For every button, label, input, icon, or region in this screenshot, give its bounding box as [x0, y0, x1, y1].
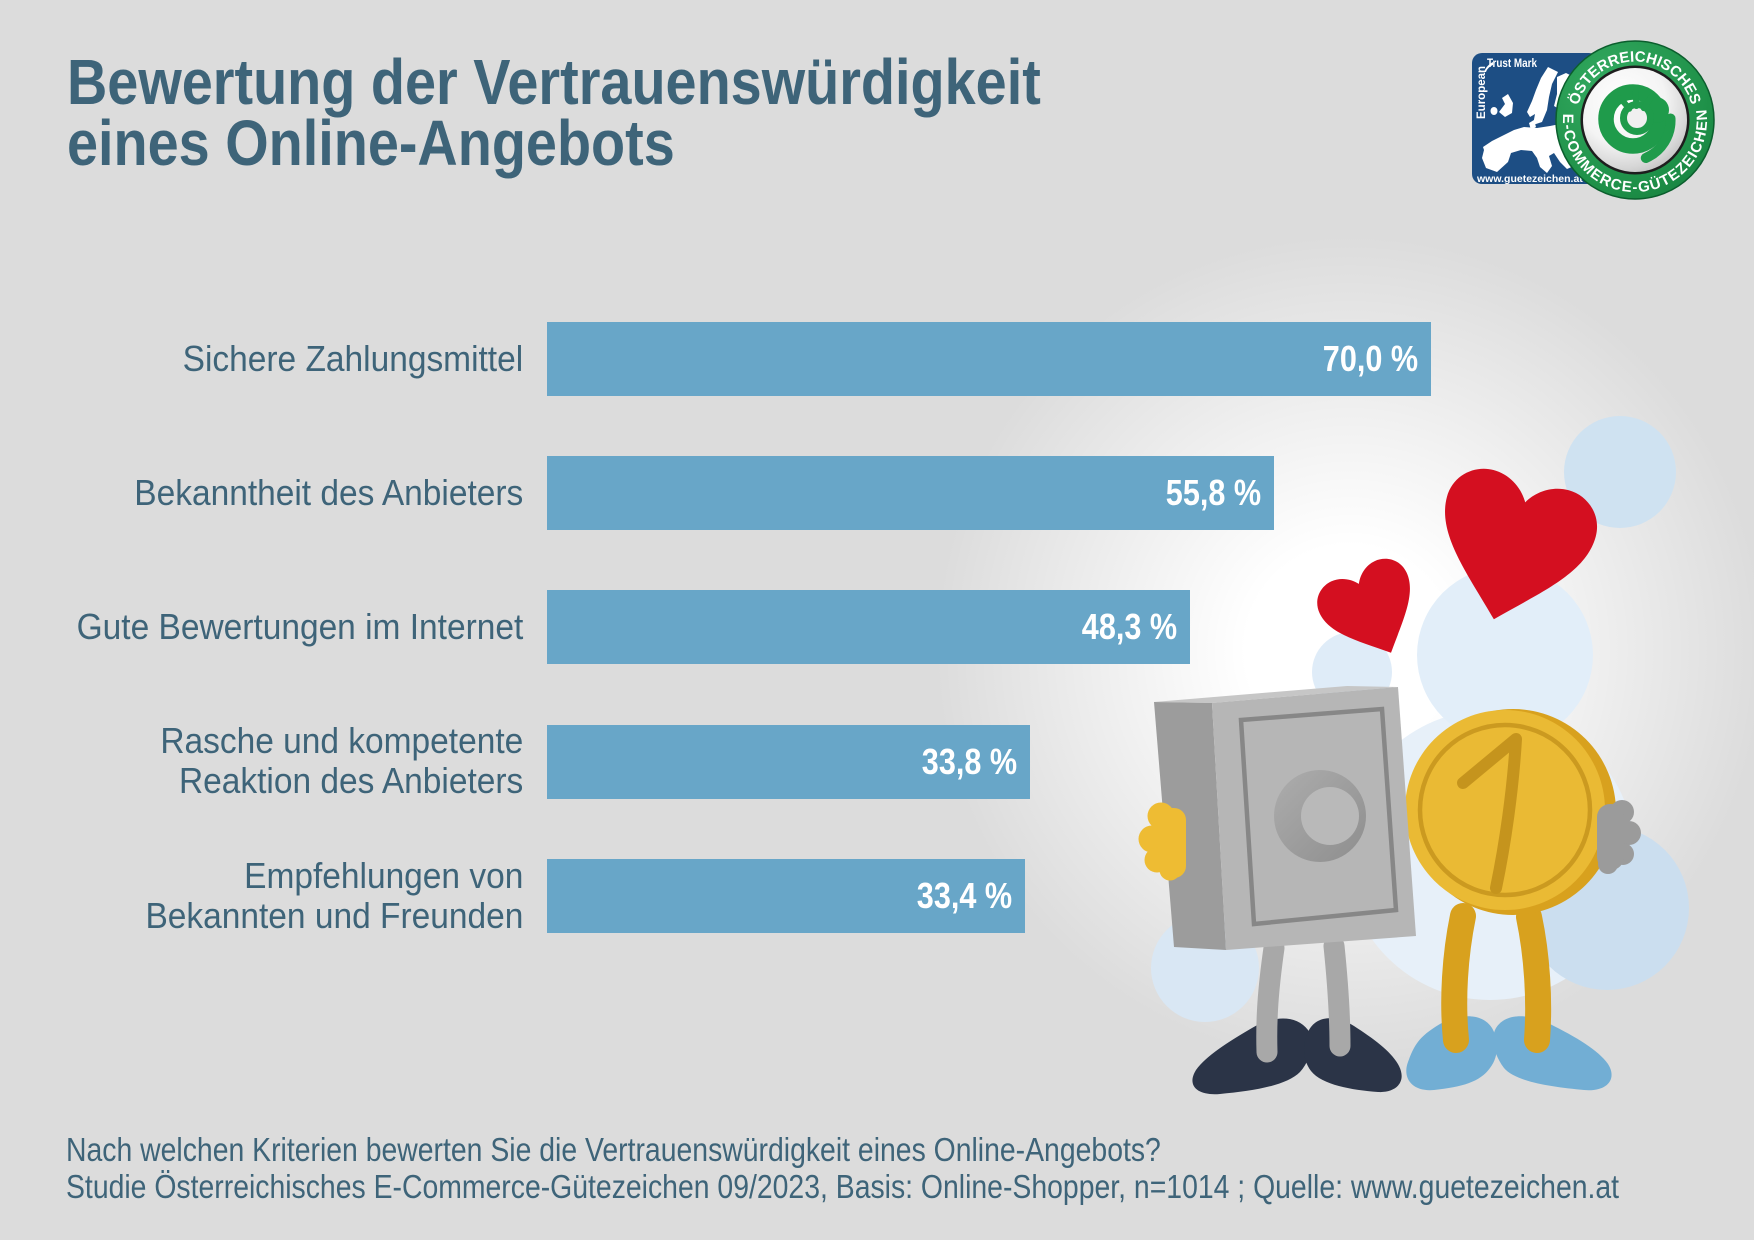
svg-text:H: H — [1644, 50, 1659, 69]
svg-text:Ü: Ü — [1648, 175, 1663, 194]
svg-text:E: E — [1559, 114, 1576, 124]
svg-text:C: C — [1560, 128, 1579, 143]
svg-text:H: H — [1691, 129, 1710, 144]
svg-text:European: European — [1476, 66, 1488, 119]
svg-text:E: E — [1693, 120, 1711, 131]
svg-text:www.guetezeichen.at: www.guetezeichen.at — [1476, 173, 1583, 185]
svg-text:E: E — [1618, 49, 1631, 67]
svg-text:E: E — [1621, 178, 1633, 196]
svg-text:I: I — [1630, 49, 1635, 66]
svg-text:G: G — [1637, 178, 1651, 196]
svg-text:I: I — [1654, 53, 1664, 70]
svg-text:C: C — [1608, 175, 1623, 194]
svg-text:-: - — [1632, 179, 1637, 196]
svg-text:N: N — [1693, 109, 1711, 121]
svg-text:Trust Mark: Trust Mark — [1487, 56, 1537, 70]
svg-text:-: - — [1559, 124, 1576, 131]
svg-text:C: C — [1634, 48, 1646, 66]
